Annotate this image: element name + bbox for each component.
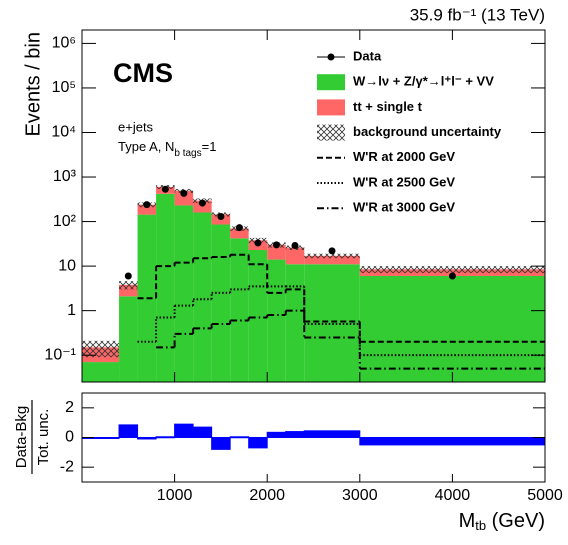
legend-swatch: [317, 124, 345, 141]
data-point: [235, 224, 243, 232]
ratio-bar: [118, 424, 139, 438]
stack-segment: [137, 214, 157, 382]
ratio-bar: [248, 437, 268, 449]
stack-segment: [267, 244, 286, 260]
ratio-bar: [192, 426, 213, 439]
stack-segment: [230, 238, 249, 382]
ratio-bar: [137, 437, 157, 440]
data-point: [143, 201, 151, 209]
ratio-bar: [82, 437, 120, 439]
stack-segment: [304, 264, 360, 382]
stack-segment: [174, 190, 194, 206]
ratio-bar: [285, 431, 305, 439]
stack-segment: [119, 284, 138, 297]
legend-label: tt + single t: [353, 99, 423, 114]
data-point: [328, 247, 336, 255]
ratio-y-label-bottom: Tot. unc.: [35, 409, 52, 466]
y-axis-label: Events / bin: [22, 32, 44, 137]
stack-segment: [267, 259, 286, 382]
ratio-bar: [266, 431, 287, 438]
uncertainty-band: [304, 253, 360, 259]
legend-label: Data: [353, 48, 382, 63]
y-tick-label: 0: [65, 429, 74, 446]
stack-segment: [156, 193, 175, 382]
data-point: [291, 242, 299, 250]
stack-segment: [248, 249, 268, 382]
x-axis-label: Mtb (GeV): [459, 510, 545, 533]
legend-label: W'R at 3000 GeV: [353, 200, 455, 215]
data-point: [217, 212, 225, 220]
x-label-sub: tb: [475, 518, 486, 533]
legend-label: W→lν + Z/γ*→l⁺l⁻ + VV: [353, 74, 494, 89]
legend-label: background uncertainty: [353, 124, 502, 139]
ratio-bar: [211, 437, 231, 450]
uncertainty-band: [82, 340, 120, 358]
stack-segment: [304, 255, 360, 265]
annotation: Type A, Nb tags=1: [118, 139, 216, 158]
x-label-tail: (GeV): [486, 510, 545, 532]
annotation-tail: =1: [202, 139, 217, 154]
legend-swatch: [317, 99, 345, 116]
data-point: [161, 185, 169, 193]
uncertainty-band: [359, 266, 545, 274]
legend-label: W'R at 2000 GeV: [353, 149, 455, 164]
stack-segment: [359, 275, 545, 382]
main-plot: [82, 185, 545, 382]
x-tick-label: 5000: [527, 487, 563, 504]
stack-segment: [82, 362, 120, 382]
annotation-sub: b tags: [174, 148, 201, 159]
x-tick-label: 2000: [249, 487, 285, 504]
data-point: [272, 241, 280, 249]
x-label-main: M: [459, 510, 476, 532]
x-tick-label: 3000: [342, 487, 378, 504]
y-tick-label: -2: [60, 458, 74, 475]
data-point: [448, 272, 456, 280]
y-tick-label: 10²: [53, 213, 77, 230]
lumi-label: 35.9 fb⁻¹ (13 TeV): [410, 5, 545, 24]
ratio-bar: [229, 436, 250, 439]
stack-segment: [285, 264, 305, 382]
data-point: [198, 199, 206, 207]
stack-segment: [137, 204, 157, 215]
legend-label: W'R at 2500 GeV: [353, 174, 455, 189]
stack-segment: [285, 247, 305, 265]
ratio-bar: [303, 430, 361, 439]
ratio-y-label-top: Data-Bkg: [13, 406, 30, 469]
stack-segment: [174, 205, 194, 382]
data-point: [124, 272, 132, 280]
cms-label: CMS: [113, 58, 173, 88]
ratio-plot: [82, 423, 545, 450]
stack-segment: [193, 212, 212, 382]
x-tick-label: 4000: [435, 487, 471, 504]
main-frame: [81, 29, 546, 383]
annotation-main: Type A, N: [118, 139, 174, 154]
y-tick-label: 2: [65, 399, 74, 416]
y-tick-label: 10⁴: [51, 124, 76, 141]
ratio-bar: [155, 436, 176, 439]
uncertainty-band: [119, 281, 138, 290]
legend-marker: [327, 53, 335, 61]
y-tick-label: 10⁶: [52, 35, 76, 52]
y-tick-label: 1: [67, 302, 76, 319]
y-tick-label: 10: [58, 257, 76, 274]
x-tick-label: 1000: [157, 487, 193, 504]
data-point: [180, 189, 188, 197]
stack-segment: [230, 228, 249, 239]
y-tick-label: 10⁻¹: [44, 346, 76, 363]
ratio-bar: [174, 423, 194, 438]
ratio-bar: [359, 437, 545, 446]
y-tick-label: 10³: [53, 168, 77, 185]
stack-segment: [119, 296, 138, 382]
stack-segment: [211, 224, 231, 382]
annotation: e+jets: [118, 119, 154, 134]
y-tick-label: 10⁵: [52, 79, 76, 96]
legend-swatch: [317, 74, 345, 91]
data-point: [254, 239, 262, 247]
